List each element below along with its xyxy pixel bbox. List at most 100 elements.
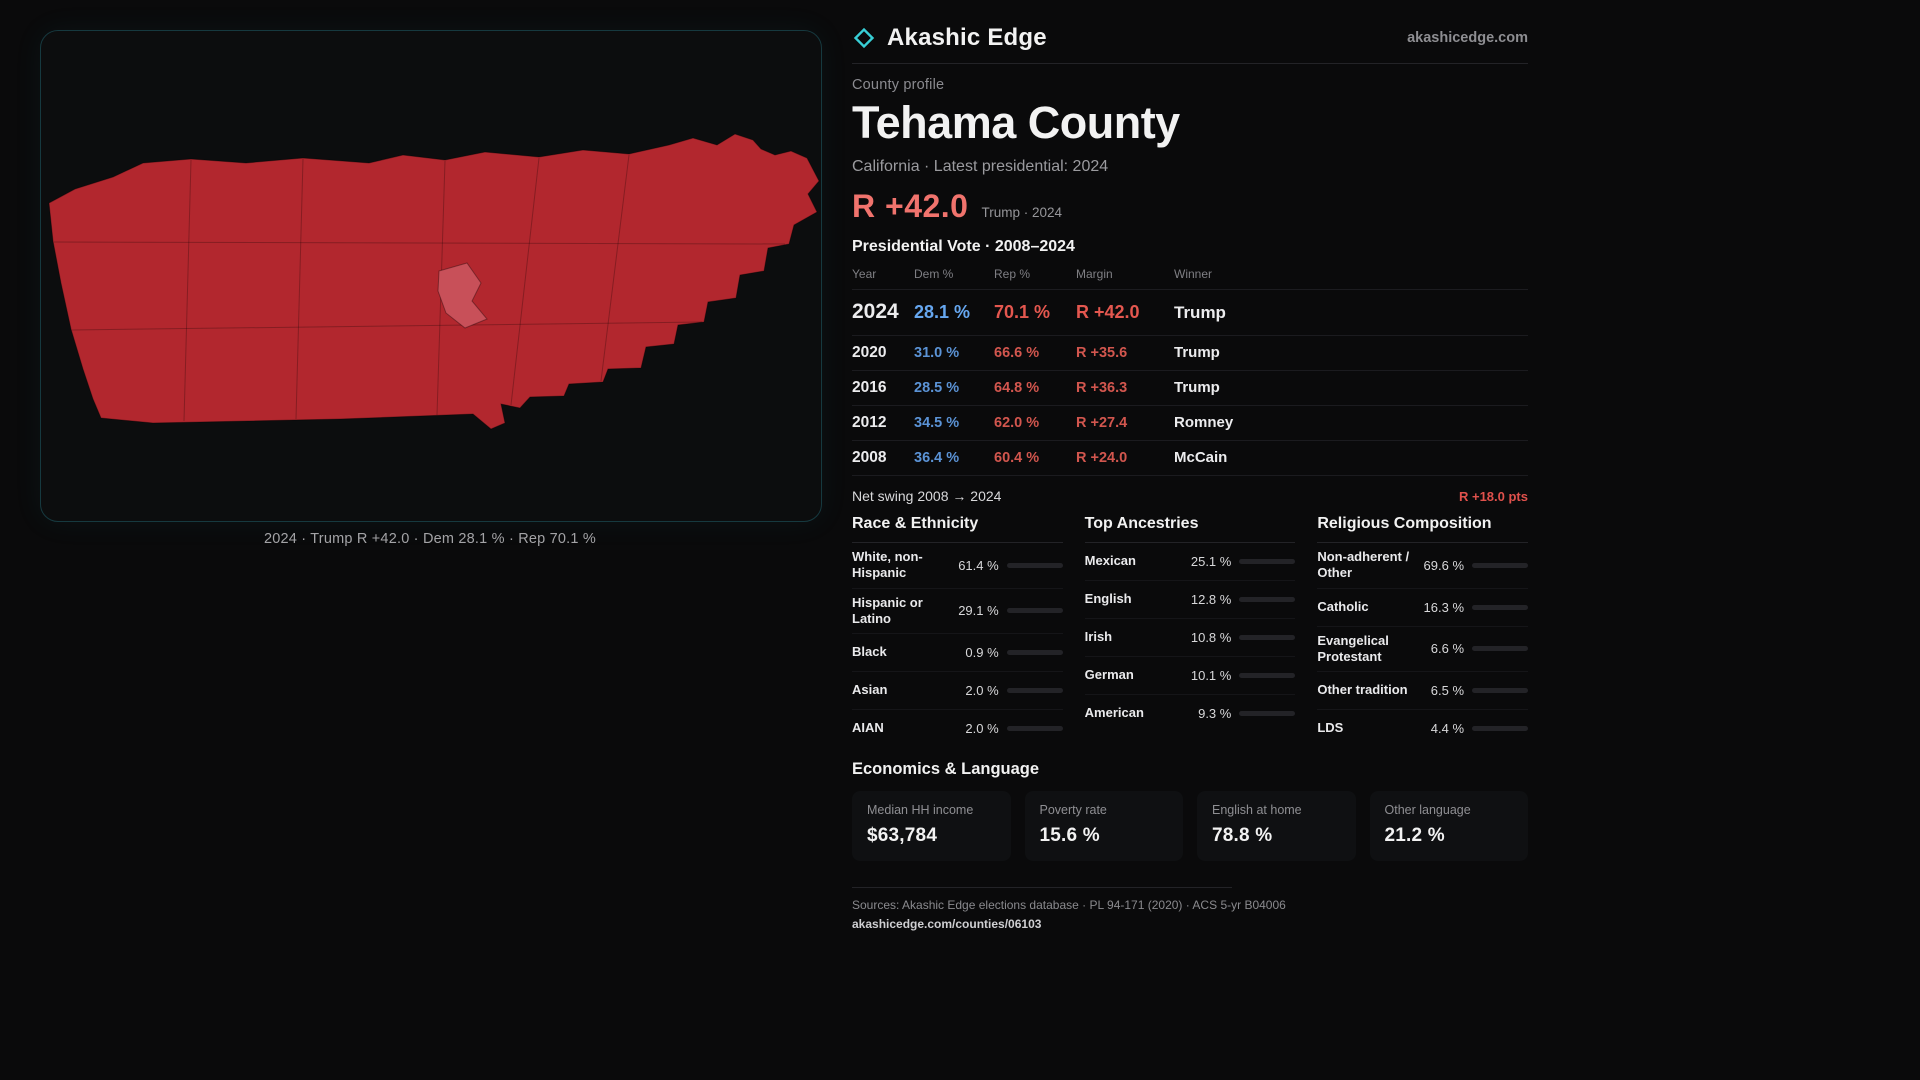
diamond-logo-icon (853, 27, 875, 49)
kicker: County profile (852, 77, 945, 93)
demo-bar (1006, 688, 1063, 693)
row-winner: Trump (1174, 344, 1220, 361)
demo-value: 69.6 % (1423, 557, 1465, 573)
demo-value: 6.5 % (1430, 683, 1465, 698)
county-shape (48, 133, 820, 430)
list-item: White, non-Hispanic 61.4 % (852, 543, 1063, 589)
demo-label: Other tradition (1317, 682, 1408, 698)
demo-label: AIAN (852, 720, 884, 736)
demo-value: 10.1 % (1190, 668, 1232, 683)
demo-label: Black (852, 644, 887, 660)
row-rep: 70.1 % (994, 302, 1051, 322)
row-dem: 36.4 % (914, 450, 960, 466)
demo-bar (1006, 562, 1063, 568)
stat-card: Other language 21.2 % (1369, 791, 1528, 861)
demo-label: Asian (852, 682, 888, 698)
stat-card: Poverty rate 15.6 % (1024, 791, 1183, 861)
demo-value: 9.3 % (1198, 706, 1232, 721)
row-rep: 66.6 % (994, 345, 1040, 361)
stat-label: Median HH income (867, 803, 974, 817)
demo-value: 2.0 % (965, 683, 999, 698)
map-caption: 2024 · Trump R +42.0 · Dem 28.1 % · Rep … (264, 531, 596, 547)
demo-value: 6.6 % (1430, 641, 1465, 657)
demo-label: Irish (1084, 629, 1113, 645)
brand-domain-link[interactable]: akashicedge.com (1407, 30, 1528, 46)
demo-value: 10.8 % (1190, 630, 1232, 645)
precinct-lines (53, 154, 786, 422)
demo-label: White, non-Hispanic (852, 549, 923, 581)
list-item: LDS 4.4 % (1317, 710, 1529, 747)
economics-title: Economics & Language (852, 760, 1040, 778)
demo-bar (1472, 688, 1529, 693)
row-winner: Trump (1174, 303, 1226, 322)
demo-value: 4.4 % (1430, 721, 1465, 736)
demo-value: 29.1 % (958, 603, 999, 619)
table-row: 2024 28.1 % 70.1 % R +42.0 Trump (852, 290, 1528, 336)
stat-value: 78.8 % (1212, 825, 1273, 846)
demo-label: Catholic (1317, 598, 1369, 614)
row-year: 2008 (852, 449, 887, 466)
demo-value: 61.4 % (958, 557, 999, 573)
list-item: Black 0.9 % (852, 634, 1063, 672)
list-item: German 10.1 % (1084, 657, 1296, 695)
section-title: Race & Ethnicity (852, 515, 1063, 543)
county-seat-highlight (437, 262, 488, 329)
demo-label: LDS (1317, 720, 1344, 736)
demographics-columns: Race & Ethnicity White, non-Hispanic 61.… (852, 515, 1529, 747)
demo-label: English (1084, 591, 1132, 607)
demo-bar (1472, 646, 1529, 652)
table-row: 2016 28.5 % 64.8 % R +36.3 Trump (852, 371, 1528, 406)
row-rep: 62.0 % (994, 415, 1040, 431)
col-rep: Rep % (994, 267, 1031, 281)
demo-bar (1239, 597, 1296, 602)
row-margin: R +35.6 (1076, 345, 1128, 361)
row-year: 2024 (852, 300, 899, 323)
headline-note: Trump · 2024 (981, 205, 1063, 220)
demo-label: Mexican (1084, 553, 1136, 569)
vote-table-title: Presidential Vote · 2008–2024 (852, 238, 1075, 255)
demo-label: American (1084, 705, 1144, 721)
list-item: Catholic 16.3 % (1317, 589, 1529, 627)
row-year: 2020 (852, 344, 887, 361)
demo-label: Non-adherent / Other (1317, 549, 1410, 581)
demo-bar (1006, 608, 1063, 614)
list-item: Evangelical Protestant 6.6 % (1317, 627, 1529, 672)
vote-table-header: Year Dem % Rep % Margin Winner (852, 267, 1528, 290)
stat-value: 21.2 % (1384, 825, 1445, 846)
demo-bar (1472, 562, 1529, 568)
stat-label: Other language (1384, 803, 1471, 817)
list-item: Asian 2.0 % (852, 672, 1063, 710)
demo-value: 16.3 % (1423, 599, 1465, 615)
subtitle: California · Latest presidential: 2024 (852, 158, 1109, 175)
demo-value: 25.1 % (1190, 554, 1232, 569)
row-dem: 34.5 % (914, 415, 960, 431)
row-winner: Trump (1174, 379, 1220, 396)
stat-label: English at home (1212, 803, 1302, 817)
table-row: 2020 31.0 % 66.6 % R +35.6 Trump (852, 336, 1528, 371)
permalink-link[interactable]: akashicedge.com/counties/06103 (852, 917, 1042, 931)
row-margin: R +42.0 (1076, 302, 1140, 322)
row-dem: 28.5 % (914, 380, 960, 396)
sources-line: Sources: Akashic Edge elections database… (852, 898, 1286, 912)
demo-bar (1006, 726, 1063, 731)
demo-bar (1006, 650, 1063, 655)
row-rep: 64.8 % (994, 380, 1040, 396)
list-item: Non-adherent / Other 69.6 % (1317, 543, 1529, 589)
col-dem: Dem % (914, 267, 954, 281)
page-title: Tehama County (852, 97, 1180, 148)
net-swing-value: R +18.0 pts (1458, 488, 1528, 504)
row-margin: R +27.4 (1076, 415, 1128, 431)
row-year: 2012 (852, 414, 887, 431)
stat-value: $63,784 (867, 825, 938, 846)
list-item: Hispanic or Latino 29.1 % (852, 589, 1063, 634)
economics-stats: Median HH income $63,784 Poverty rate 15… (852, 791, 1528, 861)
list-item: American 9.3 % (1085, 695, 1296, 732)
stat-value: 15.6 % (1039, 825, 1100, 846)
demo-bar (1472, 726, 1529, 731)
demo-value: 2.0 % (965, 721, 999, 736)
list-item: AIAN 2.0 % (852, 710, 1063, 747)
row-winner: Romney (1174, 414, 1234, 431)
demo-label: German (1084, 667, 1134, 683)
list-item: Other tradition 6.5 % (1317, 672, 1529, 710)
footer-divider (852, 887, 1232, 888)
